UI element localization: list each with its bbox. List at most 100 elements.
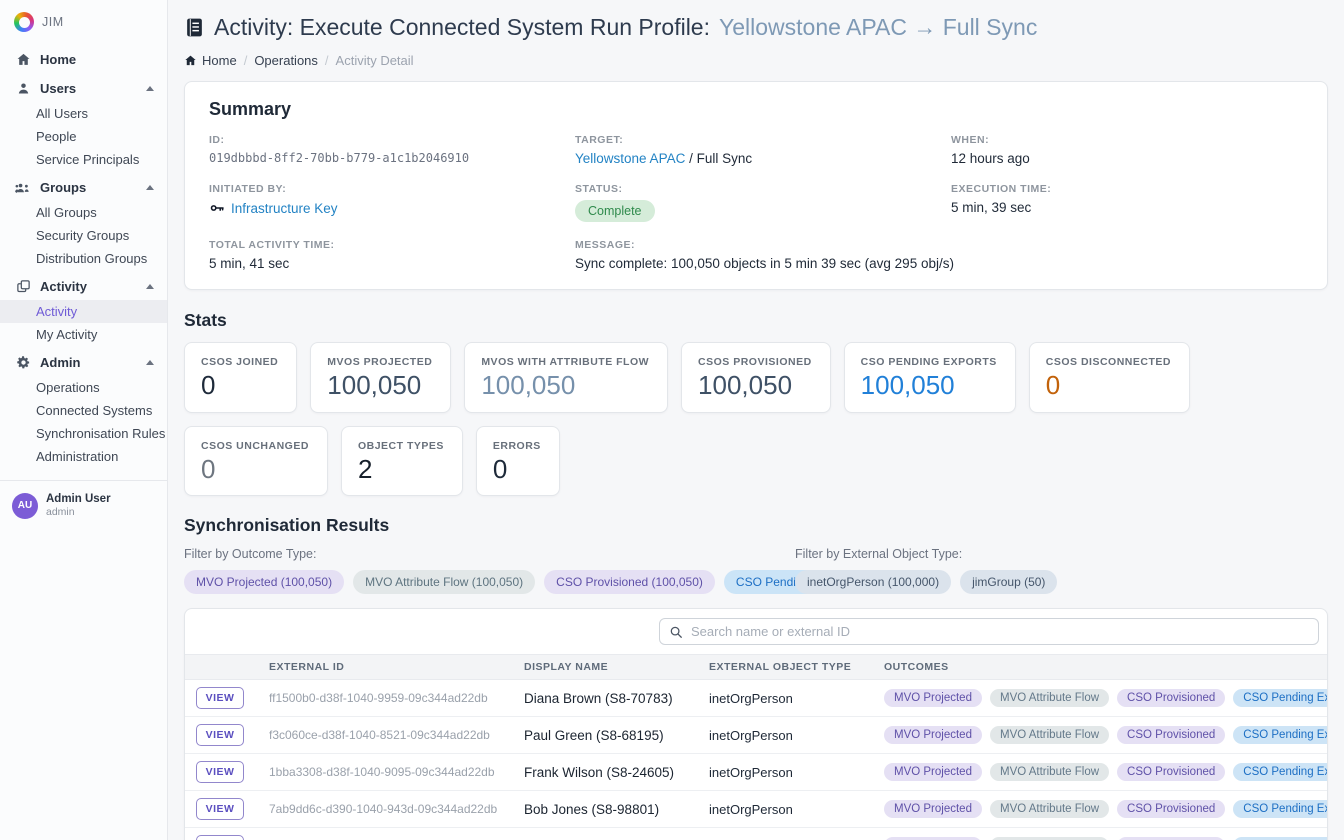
sidebar-item-activity-sub[interactable]: Activity: [0, 300, 167, 323]
table-header-row: EXTERNAL ID DISPLAY NAME EXTERNAL OBJECT…: [185, 654, 1327, 681]
key-icon: [209, 200, 225, 216]
sidebar-item-security-groups[interactable]: Security Groups: [36, 228, 130, 243]
user-icon: [15, 81, 31, 96]
search-box: [659, 618, 1319, 646]
search-input[interactable]: [659, 618, 1319, 646]
journal-icon: [184, 17, 205, 38]
filter-chip-jimgroup[interactable]: jimGroup (50): [960, 570, 1058, 595]
view-button[interactable]: VIEW: [196, 761, 244, 784]
sidebar-item-admin[interactable]: Admin: [0, 349, 167, 376]
cell-external-id: 1bba3308-d38f-1040-9095-09c344ad22db: [269, 765, 495, 780]
cell-external-object-type: inetOrgPerson: [709, 727, 793, 743]
col-external-id: EXTERNAL ID: [269, 661, 345, 674]
outcome-badge-cso-pending-export: CSO Pending Export: [1233, 726, 1327, 745]
sidebar-item-people[interactable]: People: [36, 129, 77, 144]
sidebar-user[interactable]: AU Admin User admin: [0, 480, 167, 531]
status-badge: Complete: [575, 200, 655, 222]
app-logo[interactable]: JIM: [0, 0, 167, 46]
sidebar-item-distribution-groups[interactable]: Distribution Groups: [36, 251, 148, 266]
filter-chip-inetorgperson[interactable]: inetOrgPerson (100,000): [795, 570, 952, 595]
stats-cards: CSOS JOINED 0 MVOS PROJECTED 100,050 MVOS …: [184, 342, 1328, 497]
view-button[interactable]: VIEW: [196, 687, 244, 710]
brand-name: JIM: [42, 15, 64, 29]
object-type-filter-group: Filter by External Object Type: inetOrgP…: [795, 547, 1058, 595]
view-button[interactable]: VIEW: [196, 835, 244, 840]
page-title-accent: Yellowstone APAC → Full Sync: [719, 14, 1038, 40]
sidebar-item-activity[interactable]: Activity: [0, 273, 167, 300]
sidebar-item-groups[interactable]: Groups: [0, 174, 167, 201]
sidebar-item-operations[interactable]: Operations: [36, 380, 100, 395]
cell-display-name: Frank Wilson (S8-24605): [524, 764, 675, 780]
sidebar-item-all-groups[interactable]: All Groups: [36, 205, 97, 220]
breadcrumb-home[interactable]: Home: [184, 53, 237, 68]
outcome-badge-cso-provisioned: CSO Provisioned: [1117, 763, 1226, 782]
sidebar-item-administration[interactable]: Administration: [36, 449, 119, 464]
outcome-badge-cso-provisioned: CSO Provisioned: [1117, 800, 1226, 819]
outcome-badge-cso-provisioned: CSO Provisioned: [1117, 689, 1226, 708]
cell-display-name: Diana Brown (S8-70783): [524, 690, 673, 706]
outcome-filter-group: Filter by Outcome Type: MVO Projected (1…: [184, 547, 915, 595]
table-row: VIEW f3c060ce-d38f-1040-8521-09c344ad22d…: [185, 717, 1327, 755]
stats-heading: Stats: [184, 310, 227, 330]
breadcrumb-operations[interactable]: Operations: [254, 53, 318, 68]
cell-external-object-type: inetOrgPerson: [709, 839, 884, 840]
results-heading: Synchronisation Results: [184, 515, 390, 536]
sidebar-item-service-principals[interactable]: Service Principals: [36, 152, 140, 167]
outcome-badge-mvo-projected: MVO Projected: [884, 689, 982, 708]
table-row: VIEW ff1500b0-d38f-1040-9959-09c344ad22d…: [185, 680, 1327, 718]
page-title: Activity: Execute Connected System Run P…: [184, 14, 1328, 41]
cell-display-name: Bob Jones (S8-98801): [524, 801, 660, 817]
stat-card-csos-disconnected: CSOS DISCONNECTED 0: [1028, 342, 1190, 413]
chevron-up-icon: [146, 86, 154, 91]
summary-title: Summary: [209, 99, 292, 119]
outcome-badge-mvo-attribute-flow: MVO Attribute Flow: [989, 689, 1110, 708]
summary-field-execution-time: EXECUTION TIME: 5 min, 39 sec: [951, 183, 1052, 215]
sidebar-item-my-activity[interactable]: My Activity: [36, 327, 98, 342]
user-role: admin: [46, 506, 75, 519]
summary-field-total-activity-time: TOTAL ACTIVITY TIME: 5 min, 41 sec: [209, 239, 335, 271]
summary-field-initiated-by: INITIATED BY: Infrastructure Key: [209, 183, 338, 216]
outcome-badge-mvo-projected: MVO Projected: [884, 800, 982, 819]
sidebar-item-label: Admin: [40, 355, 81, 370]
sidebar-item-synchronisation-rules[interactable]: Synchronisation Rules: [36, 426, 166, 441]
col-display-name: DISPLAY NAME: [524, 661, 609, 674]
stat-card-csos-joined: CSOS JOINED 0: [184, 342, 298, 413]
search-icon: [669, 625, 683, 644]
chevron-up-icon: [146, 284, 154, 289]
sidebar-item-users[interactable]: Users: [0, 75, 167, 102]
summary-card: Summary ID: 019dbbbd-8ff2-70bb-b779-a1c1…: [184, 81, 1328, 290]
target-link[interactable]: Yellowstone APAC: [575, 151, 686, 166]
cell-external-object-type: inetOrgPerson: [709, 801, 793, 817]
chevron-up-icon: [146, 185, 154, 190]
filter-chip-cso-provisioned[interactable]: CSO Provisioned (100,050): [544, 570, 715, 595]
sidebar-item-home[interactable]: Home: [0, 46, 167, 73]
sidebar-item-all-users[interactable]: All Users: [36, 106, 89, 121]
breadcrumb-current: Activity Detail: [335, 53, 414, 68]
cell-external-id: 7ab9dd6c-d390-1040-943d-09c344ad22db: [269, 802, 498, 817]
cell-external-object-type: inetOrgPerson: [709, 764, 793, 780]
user-name: Admin User: [46, 493, 111, 505]
filter-chip-mvo-projected[interactable]: MVO Projected (100,050): [184, 570, 345, 595]
gear-icon: [15, 355, 31, 370]
filter-chip-mvo-attribute-flow[interactable]: MVO Attribute Flow (100,050): [353, 570, 536, 595]
results-table-card: EXTERNAL ID DISPLAY NAME EXTERNAL OBJECT…: [184, 608, 1328, 840]
sidebar-item-label: Activity: [40, 279, 87, 294]
table-row: VIEW 1bba3308-d38f-1040-9095-09c344ad22d…: [185, 754, 1327, 792]
summary-field-message: MESSAGE: Sync complete: 100,050 objects …: [575, 239, 954, 271]
outcome-badge-cso-provisioned: CSO Provisioned: [1117, 726, 1226, 745]
outcome-badge-mvo-projected: MVO Projected: [884, 726, 982, 745]
outcome-badge-mvo-projected: MVO Projected: [884, 763, 982, 782]
sidebar-item-connected-systems[interactable]: Connected Systems: [36, 403, 153, 418]
view-button[interactable]: VIEW: [196, 798, 244, 821]
outcome-badge-cso-pending-export: CSO Pending Export: [1233, 800, 1327, 819]
stat-card-object-types: OBJECT TYPES 2: [340, 425, 463, 497]
home-icon: [184, 54, 197, 67]
jim-logo-icon: [14, 12, 34, 32]
view-button[interactable]: VIEW: [196, 724, 244, 747]
outcome-badge-mvo-attribute-flow: MVO Attribute Flow: [989, 763, 1110, 782]
stat-card-csos-unchanged: CSOS UNCHANGED 0: [184, 425, 328, 497]
cell-external-object-type: inetOrgPerson: [709, 690, 793, 706]
sidebar: JIM Home Users All Users People Service …: [0, 0, 168, 840]
initiated-by-link[interactable]: Infrastructure Key: [231, 200, 338, 216]
cell-display-name: Paul Green (S8-68195): [524, 727, 664, 743]
